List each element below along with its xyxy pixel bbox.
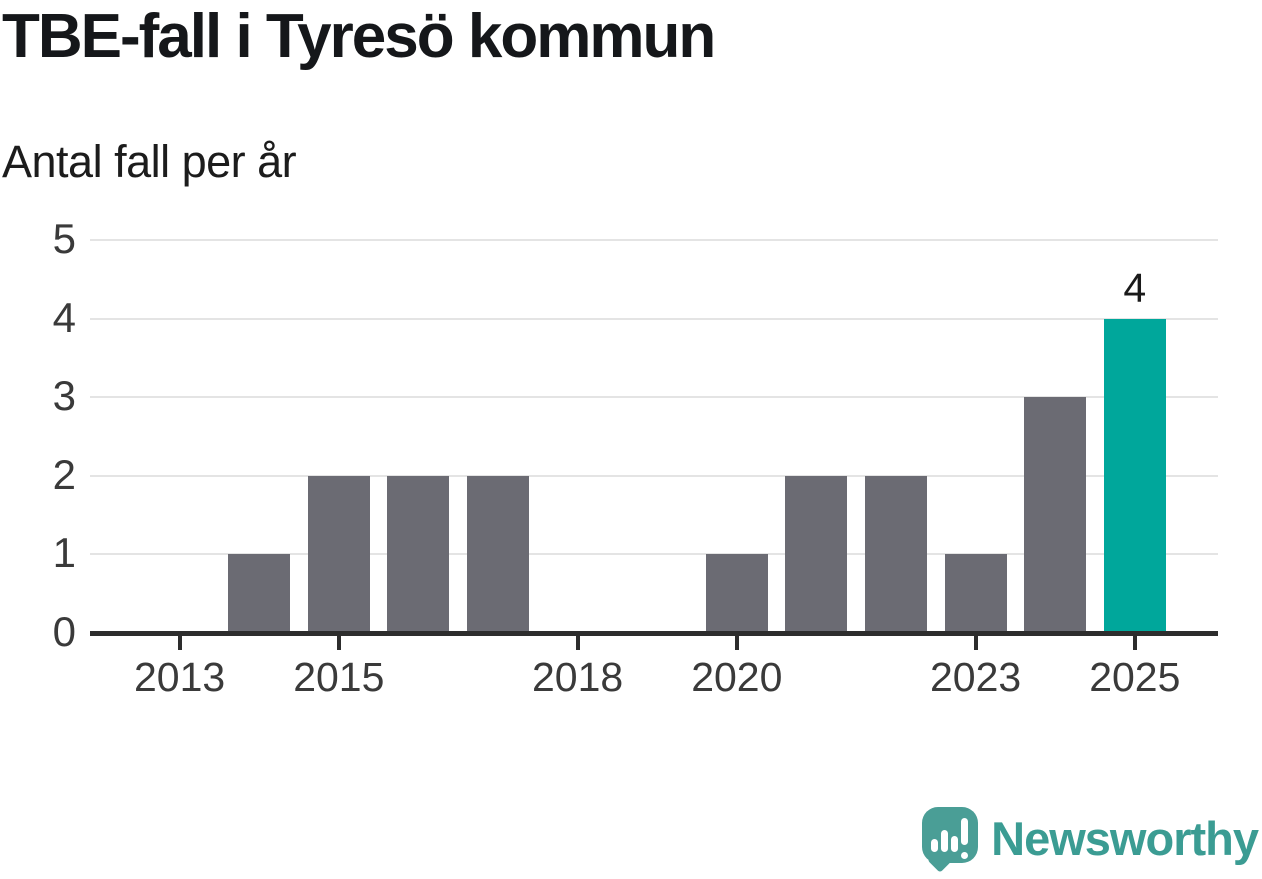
x-tick-label-2018: 2018 bbox=[531, 654, 624, 700]
bar-2017 bbox=[467, 475, 529, 633]
bar-2016 bbox=[387, 475, 450, 633]
bar-2021 bbox=[785, 475, 848, 633]
y-tick-label-4: 4 bbox=[52, 293, 76, 341]
y-tick-label-2: 2 bbox=[52, 450, 76, 498]
grid-line-y5 bbox=[90, 239, 1218, 241]
x-tick-label-2013: 2013 bbox=[133, 654, 226, 700]
x-tick-label-2015: 2015 bbox=[293, 654, 385, 700]
x-tick-label-2023: 2023 bbox=[929, 654, 1022, 700]
x-tick-2020 bbox=[734, 635, 739, 650]
grid-line-y3 bbox=[90, 396, 1218, 399]
bar-2020 bbox=[705, 554, 768, 633]
x-axis-line bbox=[90, 631, 1218, 636]
x-tick-2025 bbox=[1132, 635, 1137, 650]
grid-line-y1 bbox=[90, 553, 1218, 556]
bar-2015 bbox=[307, 475, 370, 633]
brand-footer: Newsworthy bbox=[922, 807, 1259, 873]
bar-2025 bbox=[1103, 318, 1166, 633]
mini-bar-chart-exclamation-glyph bbox=[922, 807, 978, 863]
chart-subtitle: Antal fall per år bbox=[2, 136, 297, 187]
x-tick-2023 bbox=[973, 635, 978, 650]
y-tick-label-0: 0 bbox=[52, 608, 76, 655]
y-tick-label-3: 3 bbox=[52, 372, 76, 420]
y-tick-label-1: 1 bbox=[52, 529, 76, 577]
y-tick-label-5: 5 bbox=[52, 215, 76, 262]
grid-line-y2 bbox=[90, 474, 1218, 477]
newsworthy-logo-icon bbox=[922, 807, 979, 873]
speech-bubble bbox=[922, 807, 979, 863]
x-tick-label-2020: 2020 bbox=[691, 654, 783, 700]
x-tick-label-2025: 2025 bbox=[1089, 654, 1181, 700]
grid-line-y4 bbox=[90, 317, 1218, 320]
bar-2023 bbox=[944, 554, 1007, 633]
brand-name: Newsworthy bbox=[991, 811, 1259, 865]
bar-value-label-2025: 4 bbox=[1123, 264, 1147, 311]
x-tick-2013 bbox=[177, 635, 182, 650]
bar-2022 bbox=[865, 475, 927, 633]
bar-2024 bbox=[1024, 397, 1087, 633]
plot-area bbox=[90, 239, 1218, 636]
chart-title: TBE-fall i Tyresö kommun bbox=[2, 2, 716, 71]
x-tick-2015 bbox=[336, 635, 341, 650]
x-tick-2018 bbox=[575, 635, 580, 650]
bar-2014 bbox=[228, 554, 291, 633]
